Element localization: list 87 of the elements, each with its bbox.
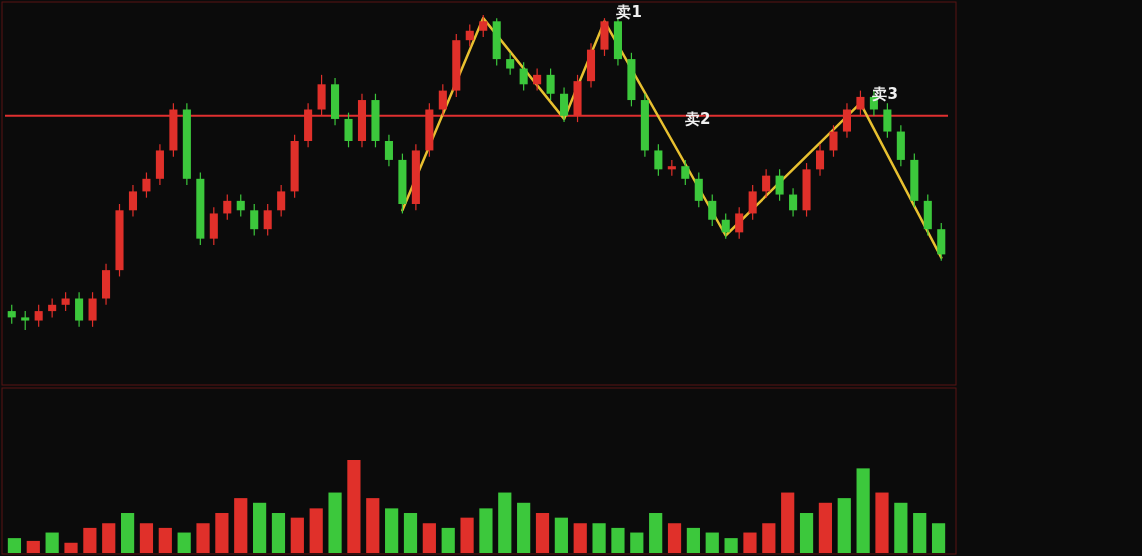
bar [498, 492, 512, 553]
bar [253, 502, 267, 553]
bar [913, 513, 927, 553]
bar [422, 523, 436, 553]
candlestick [519, 61, 528, 92]
bar [196, 523, 210, 553]
candlestick [533, 67, 542, 92]
bar [26, 540, 40, 553]
bar [630, 532, 644, 553]
candlestick [277, 184, 286, 218]
bar [347, 460, 361, 553]
candlestick [250, 203, 259, 237]
bar [894, 502, 908, 553]
bar [460, 517, 474, 553]
bar [309, 508, 323, 553]
bar [271, 513, 286, 553]
bar [611, 527, 625, 553]
candlestick [546, 67, 555, 101]
bar [573, 523, 587, 553]
bar [535, 513, 550, 553]
bar [705, 532, 719, 553]
candlestick [7, 304, 16, 325]
bar [479, 508, 493, 553]
candlestick [721, 212, 730, 240]
candlestick [479, 14, 488, 38]
bar [120, 513, 135, 553]
bar [837, 498, 851, 553]
bar [139, 523, 154, 553]
candlestick [61, 291, 70, 312]
bar [592, 523, 606, 553]
candlestick [236, 193, 245, 218]
candlestick [762, 168, 771, 199]
candlestick [88, 291, 97, 328]
bar [366, 498, 380, 553]
candlestick [815, 143, 825, 177]
bar [158, 527, 172, 553]
bar [667, 523, 682, 553]
candlestick [883, 102, 892, 139]
candlestick [21, 310, 30, 331]
bar [385, 508, 399, 553]
candlestick [263, 203, 272, 237]
bar [781, 492, 795, 553]
bar [931, 523, 946, 553]
bar [649, 513, 663, 553]
candlestick [735, 206, 744, 240]
candlestick [34, 304, 43, 328]
bar [64, 542, 78, 553]
bar [234, 498, 248, 553]
bar [818, 502, 833, 553]
candlestick [748, 184, 757, 221]
bar [554, 517, 568, 553]
bar [724, 538, 738, 553]
bar [441, 527, 455, 553]
bar [799, 513, 814, 553]
candlestick [560, 86, 569, 123]
candlestick [465, 23, 474, 48]
bar [856, 468, 870, 553]
candlestick [506, 52, 515, 76]
candlestick [128, 184, 138, 218]
candlestick [384, 134, 393, 167]
bar [743, 532, 757, 553]
candlestick [654, 143, 663, 177]
candlestick [694, 171, 703, 208]
bar [403, 513, 418, 553]
bar [290, 517, 304, 553]
candlestick [775, 168, 784, 202]
candlestick [344, 112, 353, 148]
bar [83, 527, 97, 553]
candlestick [48, 297, 57, 318]
bar [517, 502, 531, 553]
bar [686, 527, 700, 553]
bar [45, 532, 59, 553]
bar [762, 523, 776, 553]
bar [177, 532, 191, 553]
candlestick [142, 171, 151, 199]
candlestick [75, 291, 84, 328]
candlestick [708, 193, 717, 227]
bar [215, 513, 229, 553]
candlestick [681, 159, 690, 186]
candlestick [789, 187, 798, 218]
bar [102, 523, 116, 553]
candlestick [829, 124, 838, 158]
annotation: 卖1 [616, 3, 642, 22]
candlestick [223, 193, 232, 221]
bar [328, 492, 342, 553]
bar [875, 492, 889, 553]
bar [7, 538, 22, 553]
